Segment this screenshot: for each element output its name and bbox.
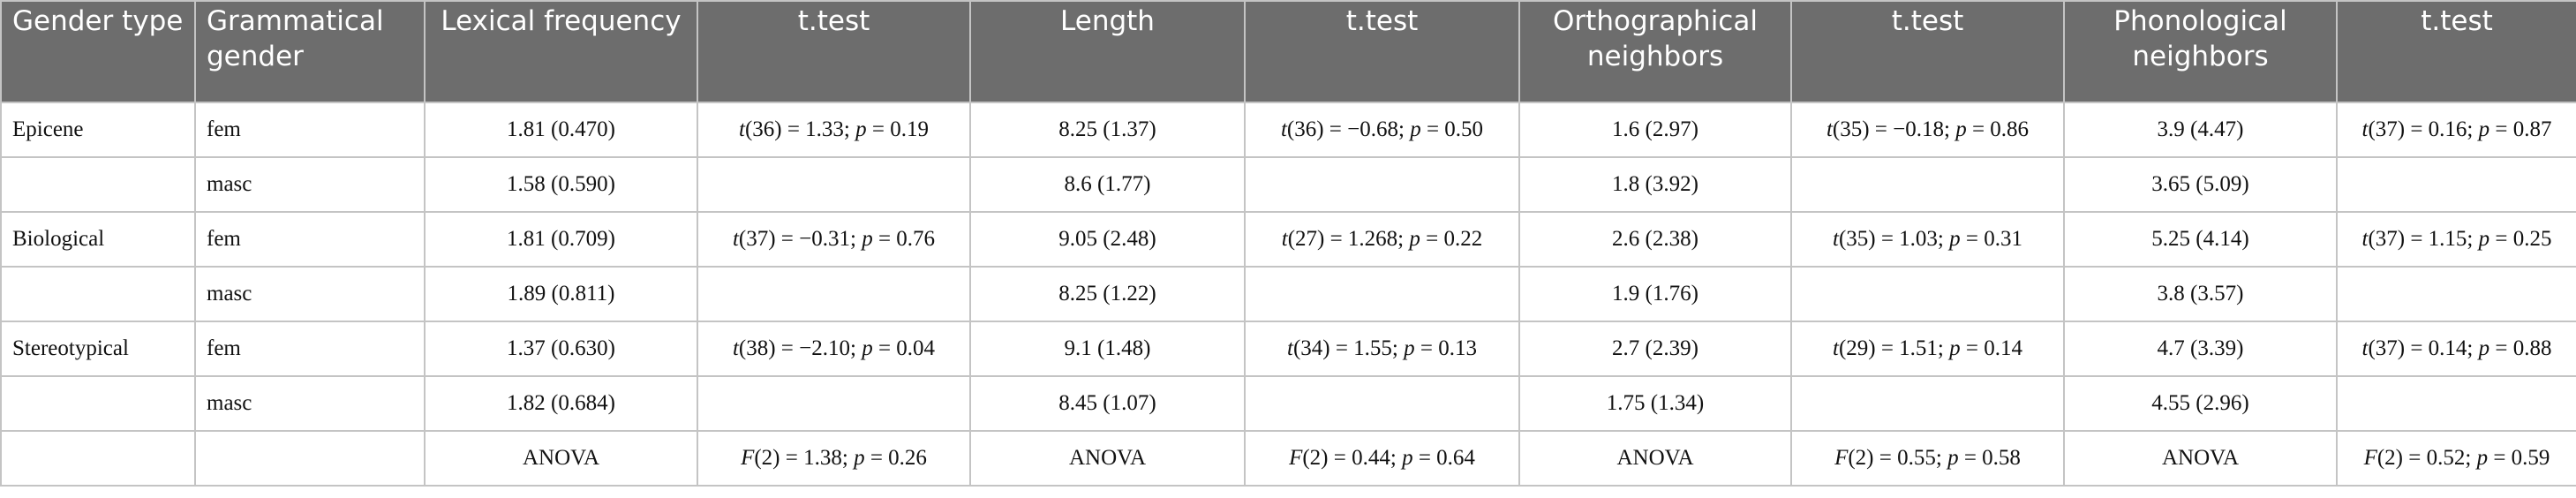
- table-cell: Epicene: [0, 102, 196, 158]
- table-cell: 1.81 (0.709): [424, 211, 698, 268]
- column-header: Gender type: [0, 0, 196, 103]
- table-body: Epicene fem 1.81 (0.470) t(36) = 1.33; p = …: [0, 102, 2576, 487]
- table-cell: [2336, 375, 2576, 432]
- table-cell: t(29) = 1.51; p = 0.14: [1790, 321, 2065, 377]
- table-cell: t(37) = −0.31; p = 0.76: [697, 211, 971, 268]
- table-cell: [697, 375, 971, 432]
- data-table: Gender type Grammatical gender Lexical fre…: [0, 0, 2576, 487]
- table-row: Epicene fem 1.81 (0.470) t(36) = 1.33; p = …: [0, 102, 2576, 158]
- table-cell: 1.58 (0.590): [424, 156, 698, 213]
- table-cell: 1.82 (0.684): [424, 375, 698, 432]
- column-header: Length: [969, 0, 1246, 103]
- table-cell: ANOVA: [2063, 430, 2338, 487]
- table-cell: fem: [194, 321, 426, 377]
- table-cell: [1790, 156, 2065, 213]
- table-cell: [1244, 266, 1520, 322]
- table-row: Stereotypical fem 1.37 (0.630) t(38) = −2.1…: [0, 321, 2576, 377]
- table-cell: 8.25 (1.22): [969, 266, 1246, 322]
- table-cell: t(27) = 1.268; p = 0.22: [1244, 211, 1520, 268]
- table-cell: masc: [194, 156, 426, 213]
- table-cell: 4.55 (2.96): [2063, 375, 2338, 432]
- table-cell: 3.65 (5.09): [2063, 156, 2338, 213]
- table-cell: 1.89 (0.811): [424, 266, 698, 322]
- table-cell: 1.37 (0.630): [424, 321, 698, 377]
- table-cell: ANOVA: [424, 430, 698, 487]
- table-row: masc 1.89 (0.811) 8.25 (1.22) 1.9 (1.76) 3.8…: [0, 266, 2576, 322]
- table-cell: Biological: [0, 211, 196, 268]
- table-cell: [0, 266, 196, 322]
- table-cell: 8.6 (1.77): [969, 156, 1246, 213]
- table-cell: masc: [194, 266, 426, 322]
- table-cell: 9.05 (2.48): [969, 211, 1246, 268]
- column-header: Phonological neighbors: [2063, 0, 2338, 103]
- table-cell: [1244, 375, 1520, 432]
- table-cell: [2336, 266, 2576, 322]
- table-cell: 8.45 (1.07): [969, 375, 1246, 432]
- table-cell: 9.1 (1.48): [969, 321, 1246, 377]
- table-cell: 2.7 (2.39): [1518, 321, 1792, 377]
- table-cell: 8.25 (1.37): [969, 102, 1246, 158]
- header-row: Gender type Grammatical gender Lexical fre…: [0, 0, 2576, 103]
- table-cell: 2.6 (2.38): [1518, 211, 1792, 268]
- column-header: t.test: [697, 0, 971, 103]
- table-cell: [0, 156, 196, 213]
- column-header: Grammatical gender: [194, 0, 426, 103]
- table-cell: t(37) = 0.14; p = 0.88: [2336, 321, 2576, 377]
- table-cell: [0, 375, 196, 432]
- table-cell: F(2) = 0.55; p = 0.58: [1790, 430, 2065, 487]
- table-cell: masc: [194, 375, 426, 432]
- table-cell: [1790, 266, 2065, 322]
- table-cell: F(2) = 0.52; p = 0.59: [2336, 430, 2576, 487]
- table-cell: t(35) = 1.03; p = 0.31: [1790, 211, 2065, 268]
- table-row: masc 1.82 (0.684) 8.45 (1.07) 1.75 (1.34) 4.…: [0, 375, 2576, 432]
- table-cell: [2336, 156, 2576, 213]
- table-cell: t(38) = −2.10; p = 0.04: [697, 321, 971, 377]
- table-cell: [1244, 156, 1520, 213]
- table-row: masc 1.58 (0.590) 8.6 (1.77) 1.8 (3.92) 3.65…: [0, 156, 2576, 213]
- table-row: ANOVA F(2) = 1.38; p = 0.26 ANOVA F(2) = 0.…: [0, 430, 2576, 487]
- table-row: Biological fem 1.81 (0.709) t(37) = −0.31; …: [0, 211, 2576, 268]
- table-cell: 4.7 (3.39): [2063, 321, 2338, 377]
- table-cell: 1.9 (1.76): [1518, 266, 1792, 322]
- table-cell: [697, 156, 971, 213]
- table-cell: ANOVA: [969, 430, 1246, 487]
- table-cell: fem: [194, 102, 426, 158]
- column-header: Lexical frequency: [424, 0, 698, 103]
- table-cell: ANOVA: [1518, 430, 1792, 487]
- table-cell: fem: [194, 211, 426, 268]
- table-cell: 3.8 (3.57): [2063, 266, 2338, 322]
- table-cell: t(34) = 1.55; p = 0.13: [1244, 321, 1520, 377]
- table-cell: t(36) = 1.33; p = 0.19: [697, 102, 971, 158]
- column-header: Orthographical neighbors: [1518, 0, 1792, 103]
- table-cell: 1.8 (3.92): [1518, 156, 1792, 213]
- column-header: t.test: [1790, 0, 2065, 103]
- table-cell: F(2) = 1.38; p = 0.26: [697, 430, 971, 487]
- table-cell: 1.81 (0.470): [424, 102, 698, 158]
- table-cell: [1790, 375, 2065, 432]
- table-cell: [697, 266, 971, 322]
- table-cell: t(36) = −0.68; p = 0.50: [1244, 102, 1520, 158]
- table-cell: F(2) = 0.44; p = 0.64: [1244, 430, 1520, 487]
- table-cell: t(37) = 1.15; p = 0.25: [2336, 211, 2576, 268]
- table-cell: 1.75 (1.34): [1518, 375, 1792, 432]
- table-header: Gender type Grammatical gender Lexical fre…: [0, 0, 2576, 103]
- table-cell: Stereotypical: [0, 321, 196, 377]
- table-cell: [0, 430, 196, 487]
- column-header: t.test: [1244, 0, 1520, 103]
- table-cell: 5.25 (4.14): [2063, 211, 2338, 268]
- table-cell: 3.9 (4.47): [2063, 102, 2338, 158]
- column-header: t.test: [2336, 0, 2576, 103]
- table-cell: t(35) = −0.18; p = 0.86: [1790, 102, 2065, 158]
- table-cell: [194, 430, 426, 487]
- table-cell: 1.6 (2.97): [1518, 102, 1792, 158]
- table-cell: t(37) = 0.16; p = 0.87: [2336, 102, 2576, 158]
